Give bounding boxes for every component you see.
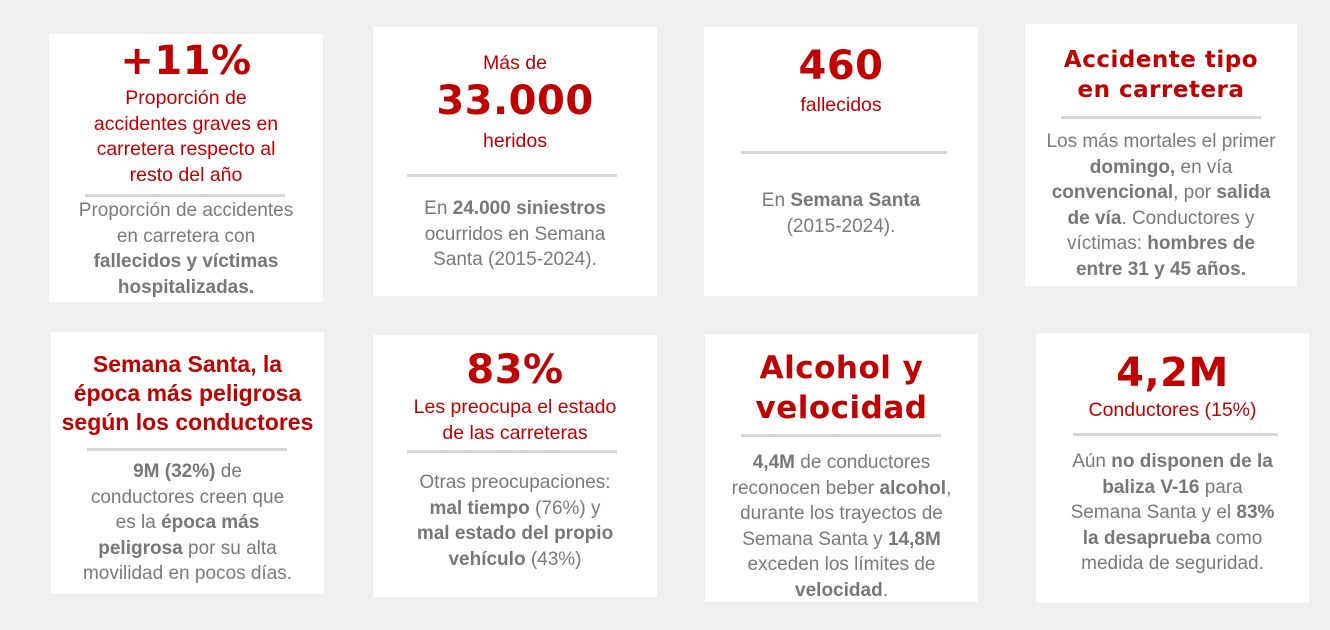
stat-value: 33.000 (436, 78, 594, 124)
stat-title: Alcohol y velocidad (705, 348, 978, 428)
stat-subtitle: Proporción de accidentes graves en carre… (49, 86, 323, 188)
description-line: Proporción de accidentes (78, 200, 294, 221)
stat-title: Semana Santa, la época más peligrosa seg… (47, 350, 328, 437)
description-line: convencional, por salida (1051, 182, 1271, 203)
subtitle-line: carretera respecto al (96, 138, 276, 160)
stat-subtitle: Les preocupa el estado de las carreteras (373, 395, 657, 446)
description-line: es la época más (115, 512, 260, 533)
stat-value: 4,2M (1116, 350, 1229, 396)
divider (407, 174, 617, 177)
title-line: velocidad (755, 390, 928, 426)
divider (741, 434, 941, 437)
stat-card-preocupaciones: 83% Les preocupa el estado de las carret… (373, 335, 657, 597)
title-line: Alcohol y (759, 350, 924, 386)
stat-description: Aún no disponen de la baliza V-16 para S… (1036, 449, 1309, 577)
stat-card-fallecidos: 460 fallecidos En Semana Santa (2015-202… (704, 27, 978, 296)
description-line: fallecidos y víctimas (93, 251, 279, 272)
stat-description: 9M (32%) de conductores creen que es la … (51, 459, 324, 587)
description-line: En Semana Santa (761, 190, 921, 211)
stat-description: En 24.000 siniestros ocurridos en Semana… (373, 196, 657, 273)
divider (1073, 433, 1278, 436)
description-line: Semana Santa y 14,8M (742, 528, 941, 550)
description-line: entre 31 y 45 años. (1075, 258, 1247, 280)
subtitle-line: de las carreteras (442, 421, 588, 444)
description-line: En 24.000 siniestros (424, 198, 606, 219)
stat-card-alcohol-velocidad: Alcohol y velocidad 4,4M de conductores … (705, 334, 978, 602)
stat-value: 83% (466, 347, 564, 393)
description-line: de vía. Conductores y (1067, 207, 1255, 229)
divider (741, 151, 947, 154)
description-line: Aún no disponen de la (1072, 451, 1273, 472)
description-line: mal tiempo (76%) y (429, 497, 601, 519)
stat-card-semana-santa: Semana Santa, la época más peligrosa seg… (51, 332, 324, 594)
stat-card-accidente-tipo: Accidente tipo en carretera Los más mort… (1025, 24, 1297, 286)
stat-description: Los más mortales el primer domingo, en v… (1025, 129, 1297, 282)
stat-prefix: Más de (483, 52, 547, 74)
stat-subtitle: heridos (483, 130, 547, 152)
divider (87, 448, 287, 451)
subtitle-line: Proporción de (125, 87, 247, 109)
description-line: domingo, en vía (1089, 156, 1233, 178)
stat-description: En Semana Santa (2015-2024). (704, 188, 978, 239)
description-line: peligrosa por su alta (98, 537, 277, 559)
title-line: según los conductores (61, 409, 314, 435)
description-line: velocidad. (795, 579, 888, 601)
subtitle-line: accidentes graves en (93, 112, 279, 135)
divider (407, 450, 617, 453)
stat-description: Proporción de accidentes en carretera co… (49, 198, 323, 300)
description-line: en carretera con (116, 225, 256, 247)
stat-description: 4,4M de conductores reconocen beber alco… (705, 450, 978, 603)
stat-value: 460 (798, 43, 884, 89)
description-line: conductores creen que (90, 486, 285, 508)
stat-card-accidentes-graves: +11% Proporción de accidentes graves en … (49, 34, 323, 302)
description-line: Semana Santa y el 83% (1070, 502, 1275, 523)
title-line: Accidente tipo (1063, 47, 1259, 73)
description-line: Santa (2015-2024). (433, 249, 597, 270)
description-line: Otras preocupaciones: (419, 472, 611, 493)
subtitle-line: resto del año (129, 163, 243, 186)
stat-card-heridos: Más de 33.000 heridos En 24.000 siniestr… (373, 27, 657, 296)
description-line: exceden los límites de (747, 554, 936, 575)
subtitle-line: Les preocupa el estado (413, 396, 617, 418)
stat-subtitle: fallecidos (800, 94, 882, 116)
description-line: baliza V-16 para (1102, 476, 1243, 498)
divider (85, 194, 285, 197)
description-line: ocurridos en Semana (424, 223, 606, 245)
stat-value: +11% (120, 38, 252, 84)
description-line: 9M (32%) de (133, 461, 242, 482)
title-line: Semana Santa, la (92, 351, 283, 377)
description-line: movilidad en pocos días. (82, 563, 293, 584)
divider (1061, 116, 1261, 119)
description-line: durante los trayectos de (740, 503, 943, 524)
title-line: época más peligrosa (73, 380, 302, 406)
description-line: hospitalizadas. (117, 276, 255, 298)
description-line: 4,4M de conductores (752, 452, 931, 473)
stat-description: Otras preocupaciones: mal tiempo (76%) y… (373, 470, 657, 572)
description-line: mal estado del propio (416, 523, 614, 544)
stat-card-baliza-v16: 4,2M Conductores (15%) Aún no disponen d… (1036, 333, 1309, 603)
description-line: reconocen beber alcohol, (731, 477, 952, 499)
stat-subtitle: Conductores (15%) (1088, 399, 1257, 421)
description-line: vehículo (43%) (448, 548, 582, 570)
description-line: Los más mortales el primer (1046, 131, 1276, 152)
description-line: la desaprueba como (1082, 527, 1263, 549)
stat-title: Accidente tipo en carretera (1025, 45, 1297, 105)
description-line: víctimas: hombres de (1067, 233, 1255, 254)
title-line: en carretera (1077, 77, 1245, 103)
description-line: (2015-2024). (786, 215, 896, 237)
description-line: medida de seguridad. (1081, 553, 1264, 574)
